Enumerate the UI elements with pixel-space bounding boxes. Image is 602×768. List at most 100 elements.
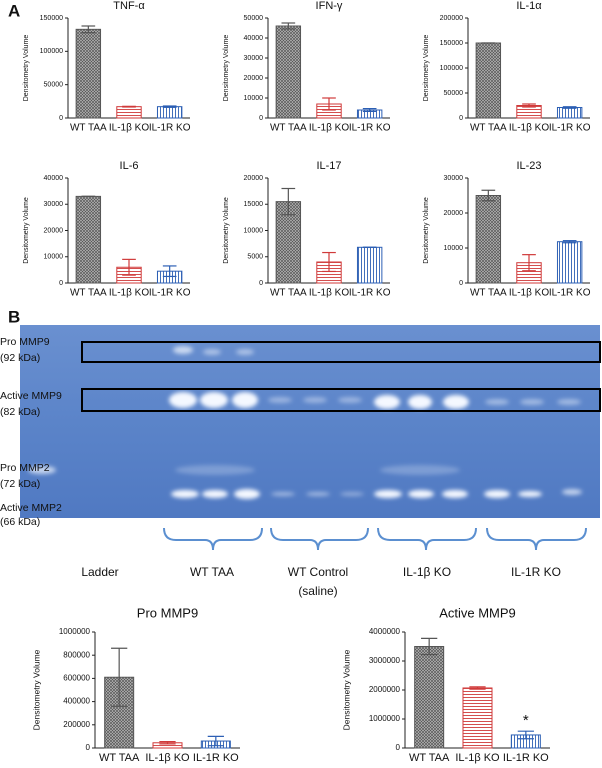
x-tick-label: WT TAA: [270, 123, 307, 134]
error-bar: [562, 106, 577, 109]
y-tick-label: 600000: [63, 674, 90, 683]
y-tick-label: 30000: [244, 55, 264, 62]
y-axis-label: Densitometry Volume: [31, 649, 41, 730]
y-tick-label: 50000: [244, 15, 264, 22]
x-tick-label: IL-1β KO: [309, 123, 349, 134]
group-label: WT TAA: [190, 565, 234, 579]
error-bar: [207, 735, 224, 747]
bar: [475, 42, 502, 119]
y-axis-label: Densitometry Volume: [223, 35, 230, 102]
y-axis-label: Densitometry Volume: [23, 197, 30, 264]
x-tick-label: IL-1β KO: [109, 288, 149, 299]
x-tick-label: IL-1R KO: [349, 123, 391, 134]
annotation: *: [523, 712, 529, 729]
y-tick-label: 20000: [44, 227, 64, 234]
band-size: (66 kDa): [0, 516, 40, 528]
y-tick-label: 30000: [444, 175, 464, 182]
band-name: Active MMP2: [0, 502, 62, 514]
y-tick-label: 0: [459, 115, 463, 122]
x-tick-label: IL-1β KO: [309, 288, 349, 299]
y-tick-label: 0: [259, 115, 263, 122]
error-bar: [122, 105, 136, 108]
y-tick-label: 5000: [247, 254, 263, 261]
y-tick-label: 40000: [244, 35, 264, 42]
error-bar: [421, 637, 438, 656]
x-tick-label: IL-1R KO: [149, 123, 191, 134]
bar: [116, 106, 142, 119]
x-tick-label: WT TAA: [470, 123, 507, 134]
y-tick-label: 100000: [40, 48, 63, 55]
panel-label: B: [8, 307, 20, 326]
bar: [414, 646, 445, 749]
y-axis-label: Densitometry Volume: [423, 35, 430, 102]
y-tick-label: 20000: [444, 210, 464, 217]
error-bar: [522, 103, 536, 108]
y-tick-label: 0: [59, 280, 63, 287]
band-name: Active MMP9: [0, 390, 62, 402]
error-bar: [362, 107, 377, 113]
y-tick-label: 150000: [440, 40, 463, 47]
error-bar: [522, 254, 536, 272]
group-label: Ladder: [81, 565, 118, 579]
panel-label: A: [8, 1, 20, 20]
y-tick-label: 20000: [244, 175, 264, 182]
bar: [156, 106, 183, 119]
error-bar: [281, 22, 296, 30]
error-bar: [517, 730, 534, 740]
x-tick-label: IL-1R KO: [503, 752, 549, 764]
error-bar: [469, 686, 486, 690]
y-tick-label: 0: [59, 115, 63, 122]
x-tick-label: IL-1β KO: [109, 123, 149, 134]
y-axis-label: Densitometry Volume: [423, 197, 430, 264]
chart-title: IL-6: [120, 160, 139, 172]
error-bar: [162, 265, 177, 278]
error-bar: [159, 741, 176, 745]
x-tick-label: IL-1R KO: [149, 288, 191, 299]
x-tick-label: WT TAA: [99, 752, 140, 764]
group-label: IL-1β KO: [403, 565, 451, 579]
chart-title: IFN-γ: [316, 0, 343, 12]
x-tick-label: IL-1β KO: [455, 752, 500, 764]
bar: [275, 25, 302, 119]
y-tick-label: 0: [259, 280, 263, 287]
y-tick-label: 800000: [63, 650, 90, 659]
group-sublabel: (saline): [298, 584, 337, 598]
bar: [75, 28, 102, 119]
error-bar: [281, 187, 296, 216]
y-tick-label: 15000: [244, 201, 264, 208]
y-tick-label: 3000000: [369, 656, 401, 665]
y-tick-label: 0: [86, 743, 91, 752]
y-tick-label: 50000: [44, 82, 64, 89]
y-tick-label: 1000000: [59, 627, 91, 636]
error-bar: [81, 25, 96, 34]
gel-image: [20, 325, 601, 518]
y-tick-label: 30000: [44, 201, 64, 208]
error-bar: [111, 647, 128, 707]
x-tick-label: IL-1β KO: [509, 288, 549, 299]
band-size: (92 kDa): [0, 352, 40, 364]
y-tick-label: 2000000: [369, 685, 401, 694]
bar: [556, 241, 583, 284]
group-label: IL-1R KO: [511, 565, 561, 579]
y-tick-label: 150000: [40, 15, 63, 22]
y-tick-label: 40000: [44, 175, 64, 182]
bar: [356, 246, 383, 284]
chart-title: Active MMP9: [439, 605, 516, 620]
chart-title: IL-17: [316, 160, 341, 172]
error-bar: [122, 258, 136, 276]
y-axis-label: Densitometry Volume: [341, 649, 351, 730]
band-name: Pro MMP9: [0, 336, 50, 348]
y-tick-label: 0: [459, 280, 463, 287]
y-tick-label: 0: [396, 743, 401, 752]
chart-title: Pro MMP9: [137, 605, 198, 620]
y-tick-label: 20000: [244, 75, 264, 82]
y-tick-label: 10000: [44, 254, 64, 261]
error-bar: [162, 105, 177, 108]
x-tick-label: IL-1R KO: [349, 288, 391, 299]
y-axis-label: Densitometry Volume: [23, 35, 30, 102]
y-tick-label: 200000: [63, 720, 90, 729]
bar: [475, 195, 502, 284]
x-tick-label: WT TAA: [470, 288, 507, 299]
y-axis-label: Densitometry Volume: [223, 197, 230, 264]
